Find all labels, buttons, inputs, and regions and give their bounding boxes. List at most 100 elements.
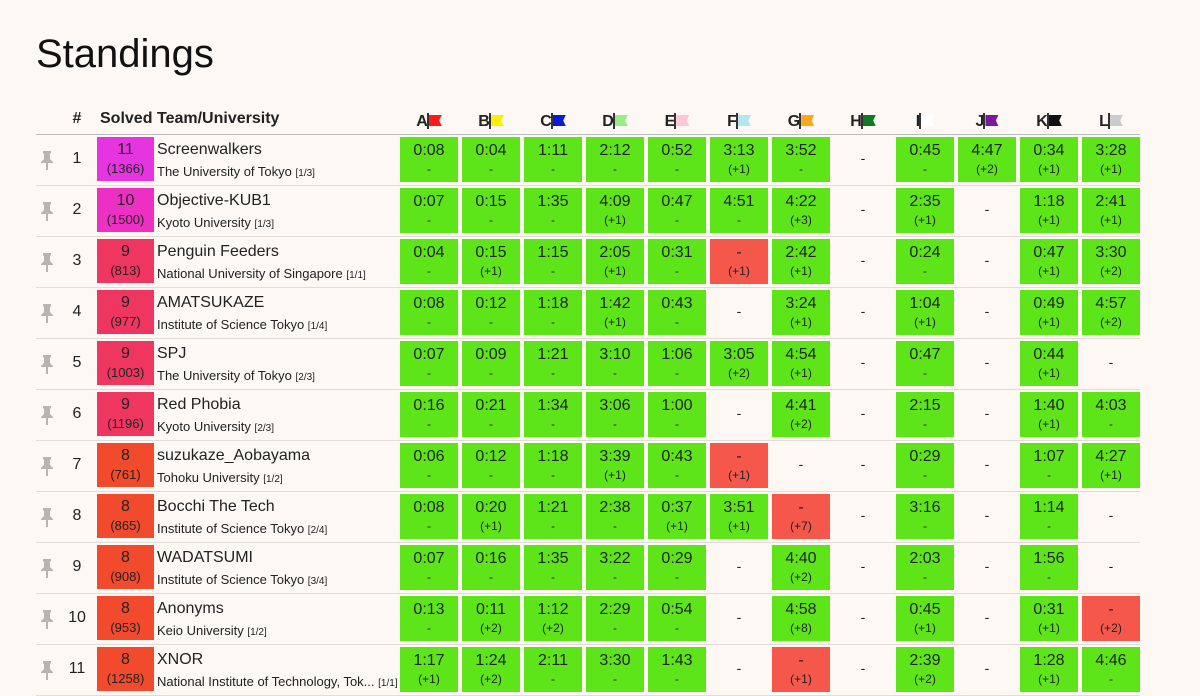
team-name[interactable]: suzukaze_Aobayama: [157, 447, 310, 464]
team-name[interactable]: Bocchi The Tech: [157, 498, 275, 515]
problem-cell-a[interactable]: 0:07 -: [400, 341, 458, 386]
problem-cell-a[interactable]: 0:16 -: [400, 392, 458, 437]
pin-icon[interactable]: [40, 201, 54, 221]
problem-header-f[interactable]: F: [710, 113, 768, 131]
table-row[interactable]: 4 9 (977) AMATSUKAZE Institute of Science To…: [36, 288, 1140, 339]
problem-cell-b[interactable]: 0:09 -: [462, 341, 520, 386]
problem-cell-d[interactable]: 3:10 -: [586, 341, 644, 386]
problem-cell-a[interactable]: 0:04 -: [400, 239, 458, 284]
team-name[interactable]: SPJ: [157, 345, 187, 362]
problem-cell-h[interactable]: -: [834, 188, 892, 233]
problem-cell-i[interactable]: 0:29 -: [896, 443, 954, 488]
problem-cell-g[interactable]: 4:58 (+8): [772, 596, 830, 641]
problem-cell-k[interactable]: 1:18 (+1): [1020, 188, 1078, 233]
problem-header-i[interactable]: I: [896, 113, 954, 131]
problem-cell-a[interactable]: 0:08 -: [400, 494, 458, 539]
problem-header-h[interactable]: H: [834, 113, 892, 131]
problem-cell-a[interactable]: 0:13 -: [400, 596, 458, 641]
problem-cell-i[interactable]: 1:04 (+1): [896, 290, 954, 335]
problem-cell-b[interactable]: 0:11 (+2): [462, 596, 520, 641]
problem-cell-j[interactable]: -: [958, 494, 1016, 539]
pin-icon[interactable]: [40, 354, 54, 374]
problem-cell-b[interactable]: 0:04 -: [462, 137, 520, 182]
problem-cell-e[interactable]: 0:29 -: [648, 545, 706, 590]
problem-cell-c[interactable]: 1:18 -: [524, 443, 582, 488]
problem-cell-b[interactable]: 0:12 -: [462, 290, 520, 335]
problem-cell-d[interactable]: 2:29 -: [586, 596, 644, 641]
problem-cell-j[interactable]: -: [958, 239, 1016, 284]
problem-cell-c[interactable]: 1:11 -: [524, 137, 582, 182]
problem-cell-j[interactable]: -: [958, 647, 1016, 692]
table-row[interactable]: 5 9 (1003) SPJ The University of Tokyo [2/3]…: [36, 339, 1140, 390]
pin-icon[interactable]: [40, 405, 54, 425]
problem-cell-g[interactable]: 4:41 (+2): [772, 392, 830, 437]
problem-cell-j[interactable]: -: [958, 188, 1016, 233]
problem-cell-i[interactable]: 2:39 (+2): [896, 647, 954, 692]
pin-icon[interactable]: [40, 558, 54, 578]
problem-cell-f[interactable]: -: [710, 392, 768, 437]
problem-cell-e[interactable]: 0:54 -: [648, 596, 706, 641]
problem-cell-e[interactable]: 0:52 -: [648, 137, 706, 182]
pin-icon[interactable]: [40, 456, 54, 476]
problem-cell-a[interactable]: 1:17 (+1): [400, 647, 458, 692]
problem-cell-e[interactable]: 1:43 -: [648, 647, 706, 692]
problem-cell-i[interactable]: 0:45 -: [896, 137, 954, 182]
problem-cell-g[interactable]: 3:52 -: [772, 137, 830, 182]
pin-icon[interactable]: [40, 609, 54, 629]
problem-cell-h[interactable]: -: [834, 290, 892, 335]
problem-cell-l[interactable]: 3:30 (+2): [1082, 239, 1140, 284]
problem-cell-a[interactable]: 0:06 -: [400, 443, 458, 488]
problem-cell-e[interactable]: 1:00 -: [648, 392, 706, 437]
problem-cell-a[interactable]: 0:07 -: [400, 188, 458, 233]
problem-cell-i[interactable]: 3:16 -: [896, 494, 954, 539]
problem-cell-g[interactable]: - (+7): [772, 494, 830, 539]
problem-cell-j[interactable]: 4:47 (+2): [958, 137, 1016, 182]
problem-header-j[interactable]: J: [958, 113, 1016, 131]
problem-cell-d[interactable]: 3:39 (+1): [586, 443, 644, 488]
problem-cell-g[interactable]: -: [772, 443, 830, 488]
problem-cell-f[interactable]: 3:13 (+1): [710, 137, 768, 182]
problem-cell-i[interactable]: 0:47 -: [896, 341, 954, 386]
table-row[interactable]: 7 8 (761) suzukaze_Aobayama Tohoku Universit…: [36, 441, 1140, 492]
table-row[interactable]: 1 11 (1366) Screenwalkers The University of …: [36, 135, 1140, 186]
problem-cell-f[interactable]: 3:51 (+1): [710, 494, 768, 539]
problem-cell-k[interactable]: 0:47 (+1): [1020, 239, 1078, 284]
problem-cell-d[interactable]: 1:42 (+1): [586, 290, 644, 335]
problem-cell-k[interactable]: 0:49 (+1): [1020, 290, 1078, 335]
problem-cell-g[interactable]: 4:54 (+1): [772, 341, 830, 386]
problem-header-l[interactable]: L: [1082, 113, 1140, 131]
problem-header-b[interactable]: B: [462, 113, 520, 131]
problem-header-d[interactable]: D: [586, 113, 644, 131]
pin-icon[interactable]: [40, 252, 54, 272]
problem-cell-k[interactable]: 1:40 (+1): [1020, 392, 1078, 437]
problem-cell-j[interactable]: -: [958, 341, 1016, 386]
team-name[interactable]: Penguin Feeders: [157, 243, 279, 260]
problem-cell-d[interactable]: 3:30 -: [586, 647, 644, 692]
problem-cell-f[interactable]: -: [710, 290, 768, 335]
problem-cell-e[interactable]: 0:31 -: [648, 239, 706, 284]
problem-cell-e[interactable]: 1:06 -: [648, 341, 706, 386]
problem-cell-d[interactable]: 2:05 (+1): [586, 239, 644, 284]
table-row[interactable]: 6 9 (1196) Red Phobia Kyoto University [2/3]…: [36, 390, 1140, 441]
problem-cell-k[interactable]: 0:44 (+1): [1020, 341, 1078, 386]
problem-cell-j[interactable]: -: [958, 392, 1016, 437]
table-row[interactable]: 9 8 (908) WADATSUMI Institute of Science Tok…: [36, 543, 1140, 594]
table-row[interactable]: 3 9 (813) Penguin Feeders National Universit…: [36, 237, 1140, 288]
problem-cell-c[interactable]: 1:21 -: [524, 341, 582, 386]
problem-cell-i[interactable]: 2:15 -: [896, 392, 954, 437]
problem-cell-f[interactable]: 3:05 (+2): [710, 341, 768, 386]
problem-cell-k[interactable]: 1:28 (+1): [1020, 647, 1078, 692]
team-name[interactable]: Red Phobia: [157, 396, 241, 413]
problem-cell-e[interactable]: 0:37 (+1): [648, 494, 706, 539]
pin-icon[interactable]: [40, 150, 54, 170]
problem-cell-l[interactable]: 3:28 (+1): [1082, 137, 1140, 182]
problem-cell-g[interactable]: 4:40 (+2): [772, 545, 830, 590]
problem-cell-c[interactable]: 1:34 -: [524, 392, 582, 437]
problem-cell-d[interactable]: 2:38 -: [586, 494, 644, 539]
problem-cell-a[interactable]: 0:07 -: [400, 545, 458, 590]
problem-cell-h[interactable]: -: [834, 392, 892, 437]
problem-cell-l[interactable]: 4:57 (+2): [1082, 290, 1140, 335]
problem-cell-g[interactable]: 3:24 (+1): [772, 290, 830, 335]
problem-cell-e[interactable]: 0:43 -: [648, 290, 706, 335]
problem-cell-d[interactable]: 3:06 -: [586, 392, 644, 437]
